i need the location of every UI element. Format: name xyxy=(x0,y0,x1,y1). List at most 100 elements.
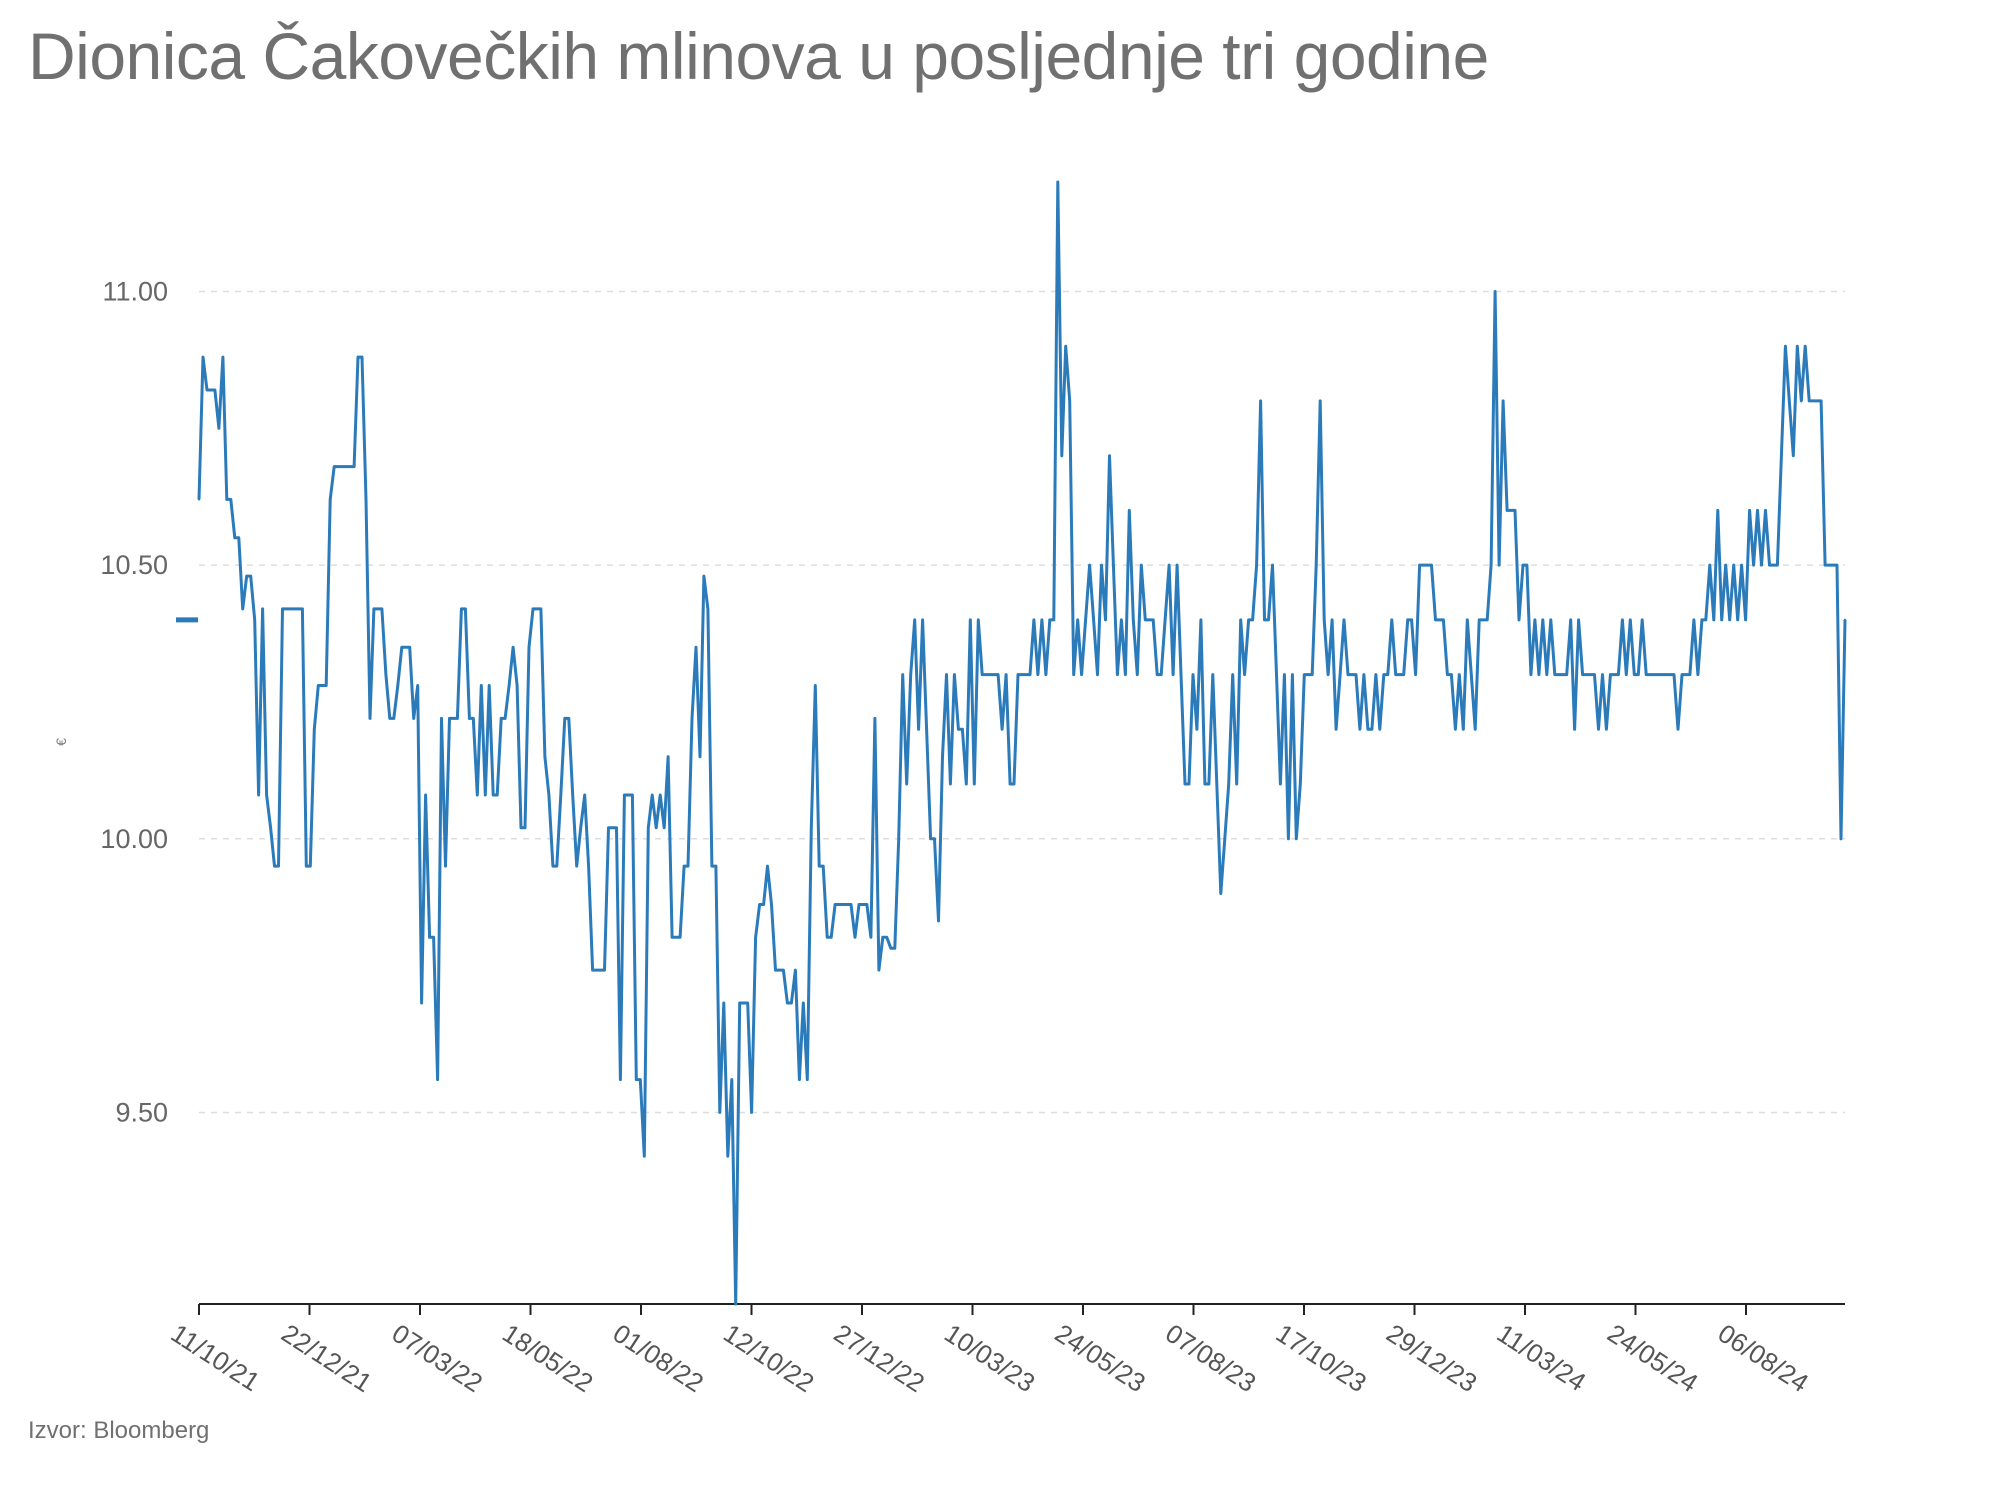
data-point xyxy=(1732,563,1735,567)
data-point xyxy=(1629,618,1632,622)
data-point xyxy=(1577,618,1580,622)
data-point xyxy=(249,574,252,578)
data-point xyxy=(464,607,467,611)
data-point xyxy=(973,782,976,786)
data-point xyxy=(1076,618,1079,622)
data-point xyxy=(1346,673,1350,676)
data-point xyxy=(1474,728,1477,731)
data-point xyxy=(857,903,861,906)
data-point xyxy=(666,755,670,758)
data-point xyxy=(1533,618,1537,622)
data-point xyxy=(360,355,364,359)
chart-title: Dionica Čakovečkih mlinova u posljednje … xyxy=(28,19,1489,93)
data-point xyxy=(476,793,479,797)
data-point xyxy=(400,646,403,649)
data-point xyxy=(1382,673,1386,676)
data-point xyxy=(1167,563,1171,567)
data-point xyxy=(1175,563,1179,567)
data-point xyxy=(722,1001,725,1005)
data-point xyxy=(1338,673,1342,676)
data-point xyxy=(1442,618,1445,622)
data-point xyxy=(543,755,547,758)
x-tick-label: 10/03/23 xyxy=(939,1318,1040,1398)
data-point xyxy=(603,968,606,972)
x-tick-label: 22/12/21 xyxy=(276,1318,377,1398)
data-point xyxy=(1605,728,1608,731)
data-point xyxy=(714,864,718,868)
data-point xyxy=(1402,673,1405,676)
data-point xyxy=(301,607,304,611)
data-point xyxy=(523,826,527,829)
data-point xyxy=(1800,399,1803,403)
data-point xyxy=(1044,673,1048,676)
data-point xyxy=(1064,345,1067,348)
data-point xyxy=(945,673,948,676)
data-point xyxy=(631,793,634,797)
data-point xyxy=(563,717,566,720)
data-point xyxy=(1796,345,1799,348)
data-point xyxy=(444,864,447,868)
data-point xyxy=(1315,563,1318,567)
x-tick-label: 27/12/22 xyxy=(829,1318,930,1398)
data-point xyxy=(1414,673,1417,676)
data-point xyxy=(1688,673,1692,676)
data-point xyxy=(1752,563,1755,567)
data-point xyxy=(519,826,523,829)
data-point xyxy=(408,646,411,649)
data-point xyxy=(1426,563,1429,567)
data-point xyxy=(1716,509,1720,512)
data-point xyxy=(337,465,340,468)
data-point xyxy=(710,864,714,868)
data-point xyxy=(1016,673,1020,676)
data-point xyxy=(1227,782,1230,786)
data-point xyxy=(265,793,268,797)
data-point xyxy=(786,1001,789,1005)
data-point xyxy=(1819,399,1823,403)
data-point xyxy=(1656,673,1660,676)
data-point xyxy=(221,355,225,359)
data-point xyxy=(1199,618,1203,622)
data-point xyxy=(1092,618,1095,622)
data-point xyxy=(535,607,539,611)
data-point xyxy=(1724,563,1727,567)
data-point xyxy=(1287,837,1290,840)
data-point xyxy=(647,826,650,829)
data-point xyxy=(627,793,630,797)
data-point xyxy=(1311,673,1314,676)
y-tick-label: 11.00 xyxy=(102,276,168,306)
data-point xyxy=(325,684,328,687)
data-point xyxy=(1291,673,1294,676)
data-point xyxy=(1478,618,1481,622)
data-point xyxy=(1573,728,1576,731)
data-point xyxy=(1132,618,1135,622)
x-tick-label: 24/05/24 xyxy=(1602,1318,1703,1398)
data-point xyxy=(1430,563,1433,567)
data-point xyxy=(428,936,431,939)
data-point xyxy=(273,864,276,868)
x-tick-label: 17/10/23 xyxy=(1271,1318,1372,1398)
data-point xyxy=(213,388,217,392)
x-axis-ticks: 11/10/21 22/12/21 07/03/22 18/05/22 01/08/22… xyxy=(166,1304,1814,1398)
data-point xyxy=(348,465,352,468)
data-point xyxy=(742,1001,745,1005)
data-point xyxy=(841,903,845,906)
data-point xyxy=(1008,782,1012,786)
data-point xyxy=(690,717,694,720)
data-point xyxy=(1219,892,1223,895)
data-point xyxy=(1195,728,1199,731)
data-point xyxy=(329,498,332,501)
data-point xyxy=(674,936,678,939)
data-point xyxy=(921,618,924,622)
data-point xyxy=(981,673,984,676)
data-point xyxy=(1279,782,1282,786)
data-point xyxy=(1489,563,1493,567)
data-point xyxy=(1183,782,1187,786)
data-point xyxy=(1823,563,1827,567)
data-point xyxy=(201,355,205,359)
data-point xyxy=(670,936,674,939)
data-point xyxy=(1386,673,1390,676)
data-point xyxy=(241,607,244,611)
data-point xyxy=(985,673,988,676)
data-point xyxy=(818,864,821,868)
data-point xyxy=(639,1078,642,1081)
